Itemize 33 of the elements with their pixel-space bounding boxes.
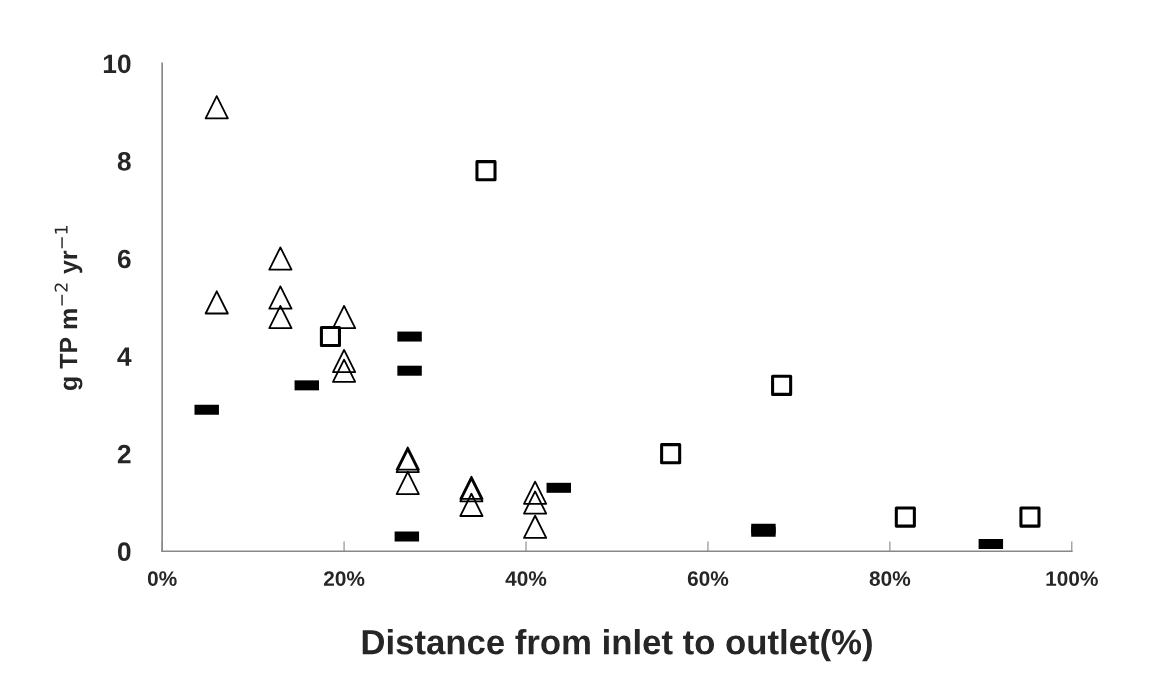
y-tick-label: 0: [117, 542, 131, 562]
point: [523, 490, 548, 515]
x-tick-label: 0%: [147, 571, 177, 586]
point: [459, 492, 484, 517]
y-tick-label: 10: [103, 54, 131, 74]
x-tick-label: 40%: [505, 571, 547, 586]
y-axis-title: g TP m$^{−2}$ yr$^{−1}$: [54, 225, 83, 391]
y-tick-label: 2: [117, 444, 131, 464]
point: [204, 95, 229, 120]
point: [660, 443, 682, 465]
point: [204, 290, 229, 315]
point: [268, 285, 293, 310]
x-tick-label: 20%: [323, 571, 365, 586]
point: [268, 305, 293, 330]
point: [332, 348, 357, 373]
point: [894, 506, 916, 528]
x-axis-title: Distance from inlet to outlet(%): [362, 628, 872, 662]
point: [332, 358, 357, 383]
point: [523, 514, 548, 539]
point: [475, 160, 497, 182]
point: [771, 374, 793, 396]
point: [523, 480, 548, 505]
y-tick-label: 8: [117, 152, 131, 171]
point: [332, 305, 357, 330]
y-tick-label: 6: [117, 249, 131, 269]
point: [1019, 506, 1041, 528]
point: [268, 246, 293, 271]
point: [319, 326, 341, 348]
point: [395, 470, 420, 495]
y-tick-label: 4: [117, 347, 132, 366]
x-tick-label: 100%: [1046, 571, 1098, 586]
x-tick-label: 80%: [869, 571, 911, 586]
x-tick-label: 60%: [687, 571, 729, 586]
